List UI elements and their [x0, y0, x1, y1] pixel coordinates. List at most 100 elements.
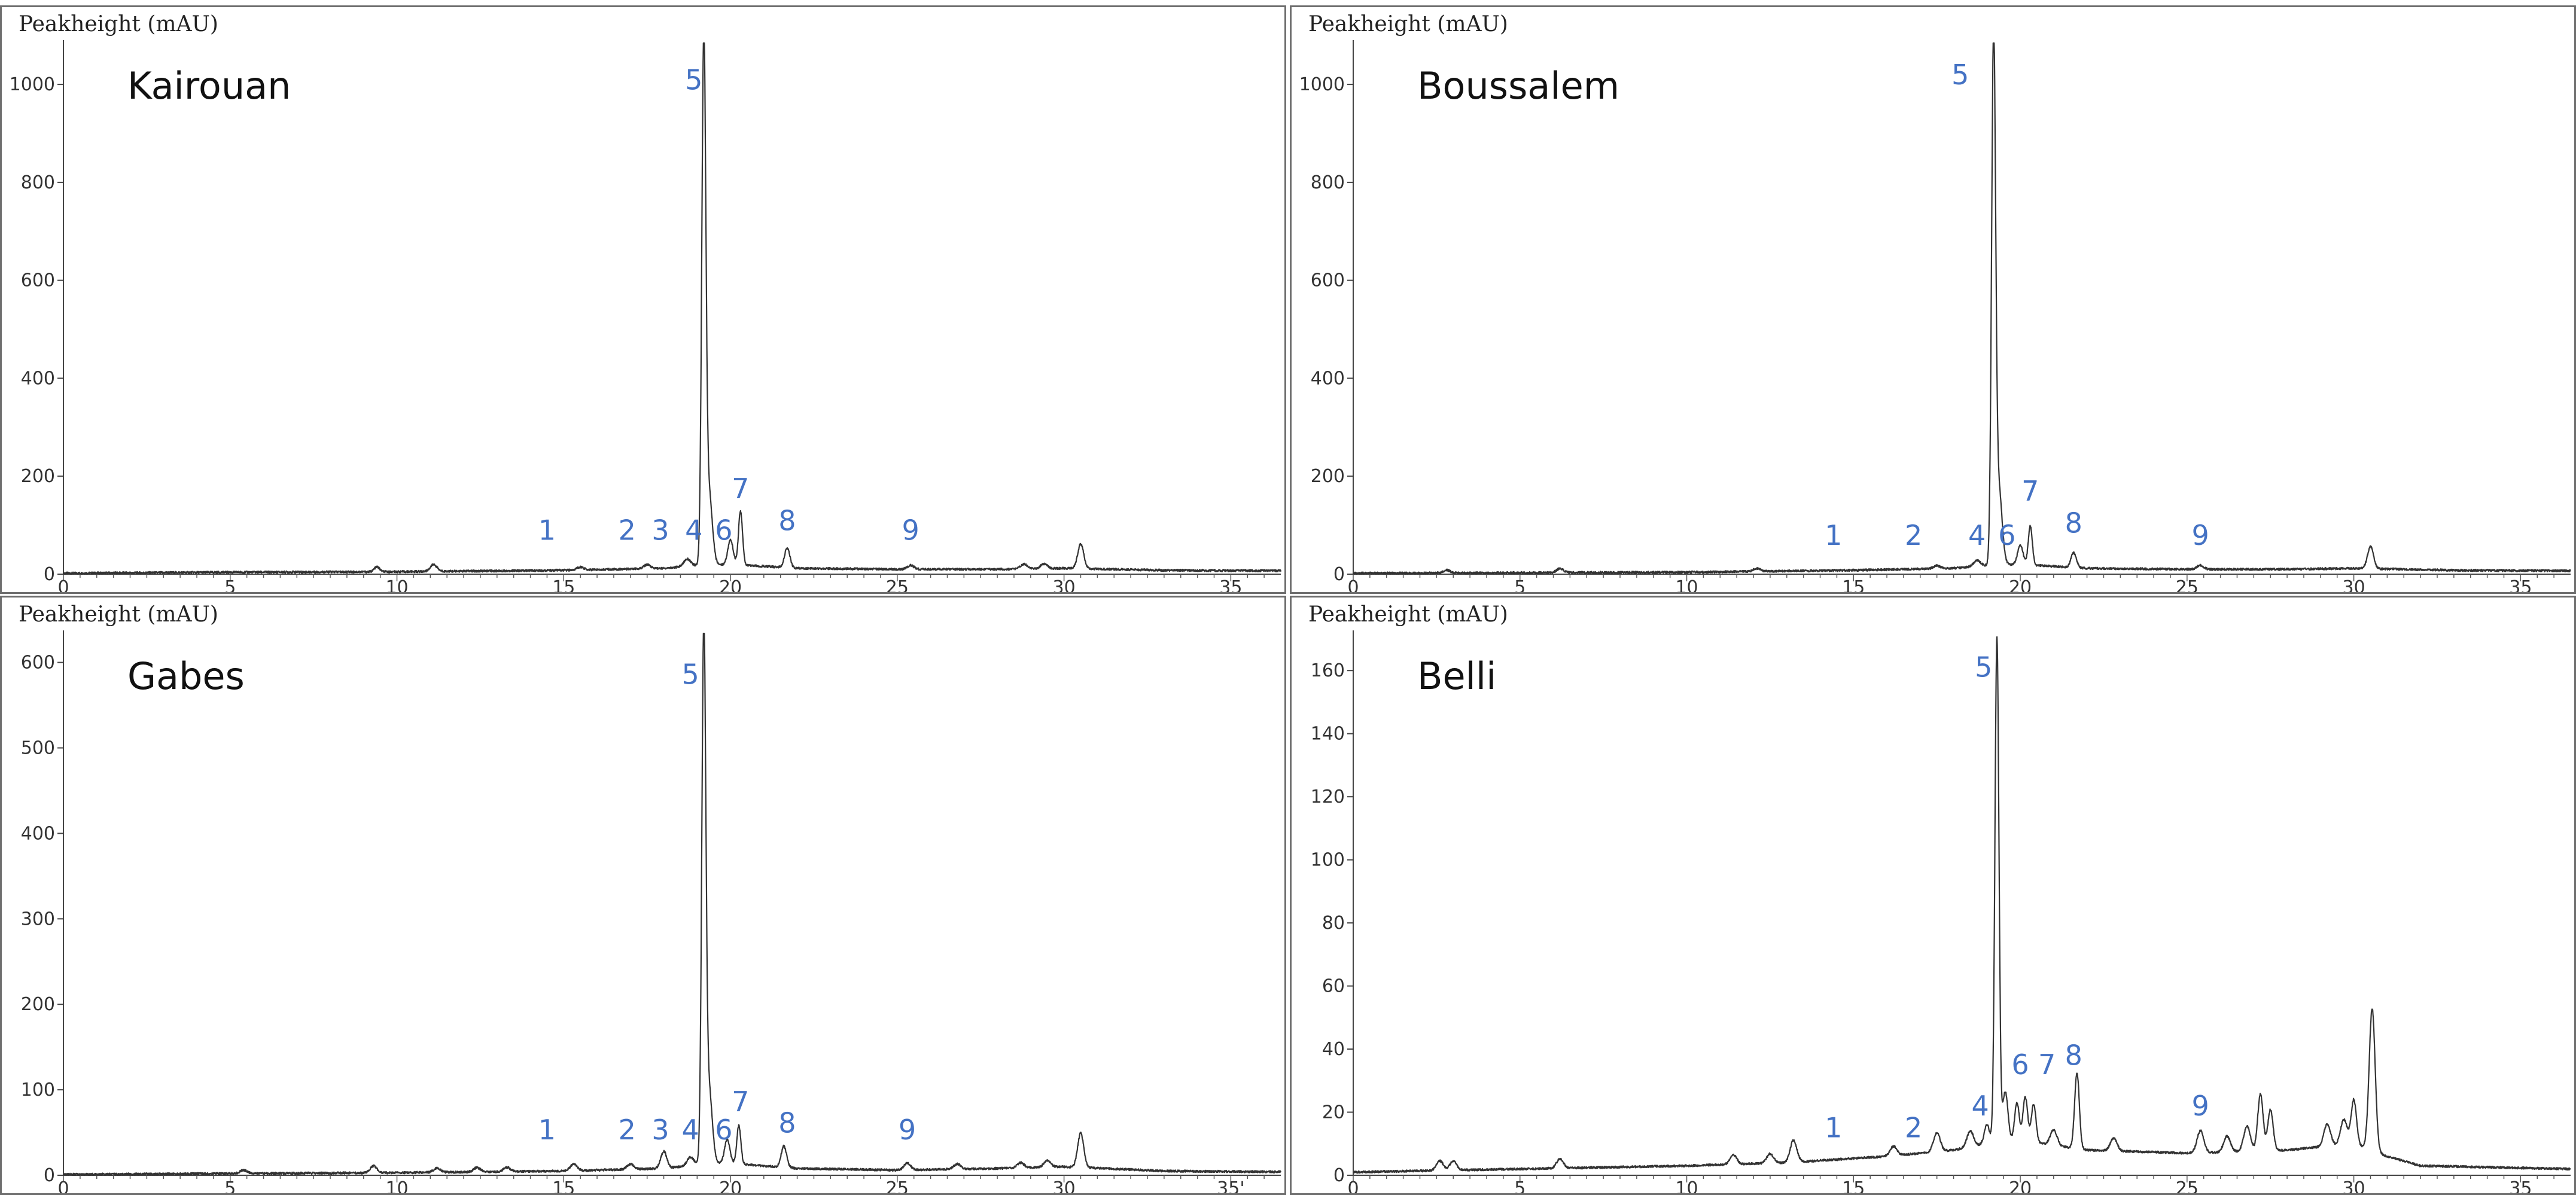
- y-tick-label: 60: [1322, 976, 1345, 997]
- x-tick-label: 0: [1347, 1178, 1359, 1195]
- peak-label: 6: [1998, 519, 2015, 551]
- peak-label: 4: [1972, 1090, 1989, 1122]
- y-tick-label: 140: [1311, 724, 1345, 745]
- y-tick-label: 160: [1311, 660, 1345, 681]
- sample-title: Gabes: [127, 654, 245, 698]
- peak-label: 2: [1905, 1112, 1922, 1144]
- peak-label: 8: [778, 1107, 796, 1139]
- y-tick-label: 0: [1333, 564, 1345, 585]
- y-tick-label: 200: [21, 994, 55, 1015]
- peak-label: 4: [685, 514, 702, 547]
- peak-label: 4: [1968, 519, 1986, 551]
- peak-label: 2: [619, 1114, 636, 1146]
- sample-title: Boussalem: [1417, 64, 1620, 108]
- sample-title: Kairouan: [127, 64, 291, 108]
- peak-label: 7: [732, 472, 749, 505]
- peak-label: 5: [1975, 651, 1992, 684]
- x-tick-label: 15: [1842, 1178, 1865, 1195]
- peak-label: 1: [538, 1114, 556, 1146]
- peak-label: 9: [2191, 519, 2209, 551]
- y-tick-label: 100: [21, 1080, 55, 1101]
- x-tick-label: 5: [224, 1178, 236, 1195]
- panel-belli: 0 20 40 60 80 100 120 140 160 0 5 10 15 20 25 30 35 1 2 4 5 6…: [1290, 596, 2576, 1195]
- peak-label: 5: [685, 63, 702, 96]
- y-tick-label: 0: [1333, 1165, 1345, 1186]
- y-tick-label: 600: [1311, 270, 1345, 291]
- sample-title: Belli: [1417, 654, 1497, 698]
- y-tick-label: 400: [21, 368, 55, 389]
- chromatogram-kairouan: 0 200 400 600 800 1000 0 5 10 15 20 25 30 35 1 2 3 4 5 678 9: [10, 40, 1282, 594]
- chromatogram-trace: [63, 632, 1282, 1176]
- x-tick-label: 15: [552, 577, 575, 594]
- x-tick-label: 20: [2009, 1178, 2032, 1195]
- y-tick-label: 200: [1311, 466, 1345, 487]
- x-tick-label: 30: [2343, 1178, 2365, 1195]
- peak-label: 5: [682, 658, 699, 690]
- x-tick-label: 10: [385, 1178, 408, 1195]
- peak-label: 7: [2021, 475, 2039, 507]
- y-tick-label: 1000: [10, 74, 55, 95]
- peak-label: 6: [715, 514, 732, 547]
- peak-label: 9: [2191, 1090, 2209, 1122]
- x-tick-label: 10: [385, 577, 408, 594]
- y-axis-label: Peakheight (mAU): [19, 602, 218, 627]
- peak-label: 2: [619, 514, 636, 547]
- y-tick-label: 0: [44, 564, 55, 585]
- peak-label: 1: [1825, 1112, 1842, 1144]
- chromatogram-trace: [62, 42, 1282, 575]
- x-tick-label: 5: [1514, 1178, 1525, 1195]
- peak-label: 3: [651, 1114, 669, 1146]
- x-tick-label: 35: [1219, 577, 1242, 594]
- y-tick-label: 20: [1322, 1102, 1345, 1123]
- peak-label: 5: [1951, 59, 1969, 91]
- x-tick-label: 30: [1053, 1178, 1076, 1195]
- y-tick-label: 500: [21, 737, 55, 758]
- x-tick-label: 35': [1217, 1178, 1244, 1195]
- panel-boussalem: 0 200 400 600 800 1000 0 5 10 15 20 25 30 35 1 2 4 5 6 7 8 9 …: [1290, 5, 2576, 594]
- y-axis-label: Peakheight (mAU): [19, 12, 218, 36]
- y-tick-label: 80: [1322, 913, 1345, 934]
- y-tick-label: 800: [21, 172, 55, 193]
- y-tick-label: 40: [1322, 1039, 1345, 1060]
- y-tick-label: 600: [21, 270, 55, 291]
- chromatogram-trace: [1353, 636, 2571, 1174]
- chromatogram-gabes: 0 100 200 300 400 500 600 0 5 10 15 20 25 30 35' 1 2 3 4 5 6…: [21, 630, 1282, 1195]
- panel-gabes: 0 100 200 300 400 500 600 0 5 10 15 20 25 30 35' 1 2 3 4 5 6…: [0, 596, 1286, 1195]
- y-tick-label: 200: [21, 466, 55, 487]
- x-tick-label: 25: [2176, 1178, 2199, 1195]
- x-tick-label: 30: [2343, 577, 2365, 594]
- x-tick-label: 10: [1675, 1178, 1698, 1195]
- x-tick-label: 5: [224, 577, 236, 594]
- x-tick-label: 35: [2509, 577, 2532, 594]
- x-tick-label: 15: [1842, 577, 1865, 594]
- x-tick-label: 25: [2176, 577, 2199, 594]
- x-tick-label: 20: [719, 1178, 742, 1195]
- peak-label: 2: [1905, 519, 1922, 551]
- peak-label: 6: [2011, 1048, 2029, 1081]
- x-tick-label: 15: [552, 1178, 575, 1195]
- peak-label: 8: [778, 504, 796, 536]
- y-tick-label: 400: [1311, 368, 1345, 389]
- y-tick-label: 300: [21, 909, 55, 929]
- peak-label: 7: [732, 1086, 749, 1118]
- peak-label: 1: [1825, 519, 1842, 551]
- x-tick-label: 10: [1675, 577, 1698, 594]
- x-tick-label: 20: [2009, 577, 2032, 594]
- peak-label: 6: [715, 1114, 732, 1146]
- x-tick-label: 5: [1514, 577, 1525, 594]
- peak-label: 8: [2065, 1039, 2082, 1071]
- x-tick-label: 0: [1347, 577, 1359, 594]
- panel-kairouan: 0 200 400 600 800 1000 0 5 10 15 20 25 30 35 1 2 3 4 5 6 7 8 9…: [0, 5, 1286, 594]
- peak-label: 9: [902, 514, 919, 547]
- y-axis-label: Peakheight (mAU): [1308, 602, 1508, 627]
- chromatogram-trace: [1353, 42, 2571, 575]
- x-tick-label: 35: [2509, 1178, 2532, 1195]
- chromatogram-belli: 0 20 40 60 80 100 120 140 160 0 5 10 15 20 25 30 35 1 2 4 5 6…: [1311, 630, 2571, 1195]
- y-tick-label: 120: [1311, 786, 1345, 807]
- x-tick-label: 25: [886, 577, 909, 594]
- y-tick-label: 400: [21, 823, 55, 844]
- x-tick-label: 0: [57, 577, 69, 594]
- y-tick-label: 1000: [1299, 74, 1345, 95]
- peak-label: 3: [651, 514, 669, 547]
- peak-label: 8: [2065, 507, 2082, 539]
